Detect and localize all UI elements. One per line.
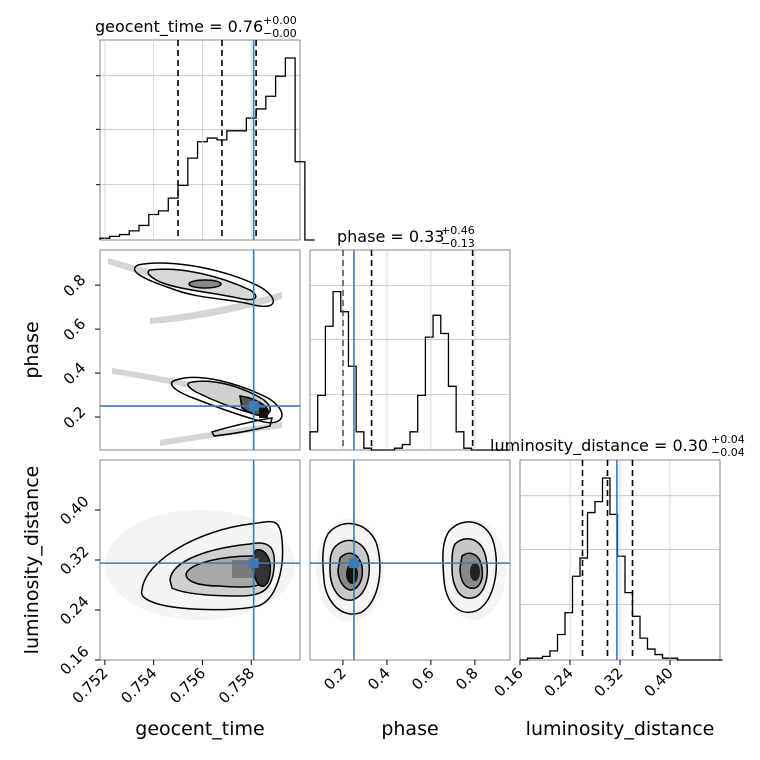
title-geocent-time: geocent_time = 0.76 +0.00 −0.00 <box>95 14 297 40</box>
tick-label-y-luminosity_distance: 0.40 <box>56 492 92 528</box>
contours-distance-vs-geocent-time <box>105 510 295 620</box>
truth-marker <box>348 558 359 569</box>
title-geocent-time-text: geocent_time = 0.76 <box>95 17 263 37</box>
title-phase: phase = 0.33 +0.46 −0.13 <box>337 224 475 250</box>
title-luminosity-distance-minus: −0.04 <box>711 446 745 459</box>
truth-marker <box>248 401 259 412</box>
tick-label-x-geocent_time: 0.758 <box>215 664 258 707</box>
panel-geocent-time-hist <box>99 39 301 241</box>
title-luminosity-distance: luminosity_distance = 0.30 +0.04 −0.04 <box>490 433 745 459</box>
tick-label-x-phase: 0.2 <box>320 664 350 694</box>
title-phase-text: phase = 0.33 <box>337 227 444 246</box>
tick-label-y-luminosity_distance: 0.32 <box>56 542 92 578</box>
tick-label-y-phase: 0.4 <box>60 359 90 389</box>
tick-label-y-luminosity_distance: 0.24 <box>56 592 92 628</box>
title-geocent-time-plus: +0.00 <box>263 14 297 27</box>
tick-label-y-phase: 0.2 <box>60 403 90 433</box>
contours-phase-vs-geocent-time <box>108 258 283 446</box>
contours-distance-vs-phase <box>316 518 506 622</box>
tick-label-x-phase: 0.6 <box>408 664 438 694</box>
panel-phase-vs-geocent-time <box>99 249 301 451</box>
panel-distance-vs-phase <box>309 459 511 661</box>
histogram-geocent_time <box>99 57 315 241</box>
title-luminosity-distance-plus: +0.04 <box>711 433 745 446</box>
title-phase-minus: −0.13 <box>441 237 475 250</box>
ylabel-phase: phase <box>21 321 43 378</box>
xlabel-phase: phase <box>381 718 438 740</box>
truth-marker <box>248 558 259 569</box>
title-geocent-time-minus: −0.00 <box>263 27 297 40</box>
title-luminosity-distance-text: luminosity_distance = 0.30 <box>490 436 708 456</box>
tick-label-y-luminosity_distance: 0.16 <box>56 642 92 678</box>
tick-label-x-phase: 0.8 <box>452 664 482 694</box>
tick-label-x-phase: 0.4 <box>364 664 394 694</box>
tick-label-x-luminosity_distance: 0.32 <box>590 664 626 700</box>
histogram-luminosity_distance <box>520 477 723 661</box>
tick-label-x-geocent_time: 0.756 <box>166 664 209 707</box>
tick-label-x-geocent_time: 0.754 <box>117 664 160 707</box>
tick-label-x-luminosity_distance: 0.24 <box>540 664 576 700</box>
xlabel-luminosity-distance: luminosity_distance <box>526 718 715 740</box>
panel-phase-hist <box>309 249 511 451</box>
tick-label-y-phase: 0.8 <box>60 271 90 301</box>
ylabel-luminosity-distance: luminosity_distance <box>21 466 43 655</box>
tick-label-x-luminosity_distance: 0.16 <box>490 664 526 700</box>
xlabel-geocent-time: geocent_time <box>135 718 264 740</box>
tick-label-x-luminosity_distance: 0.40 <box>640 664 676 700</box>
tick-label-y-phase: 0.6 <box>60 315 90 345</box>
histogram-phase <box>309 291 510 451</box>
title-phase-plus: +0.46 <box>441 224 475 237</box>
